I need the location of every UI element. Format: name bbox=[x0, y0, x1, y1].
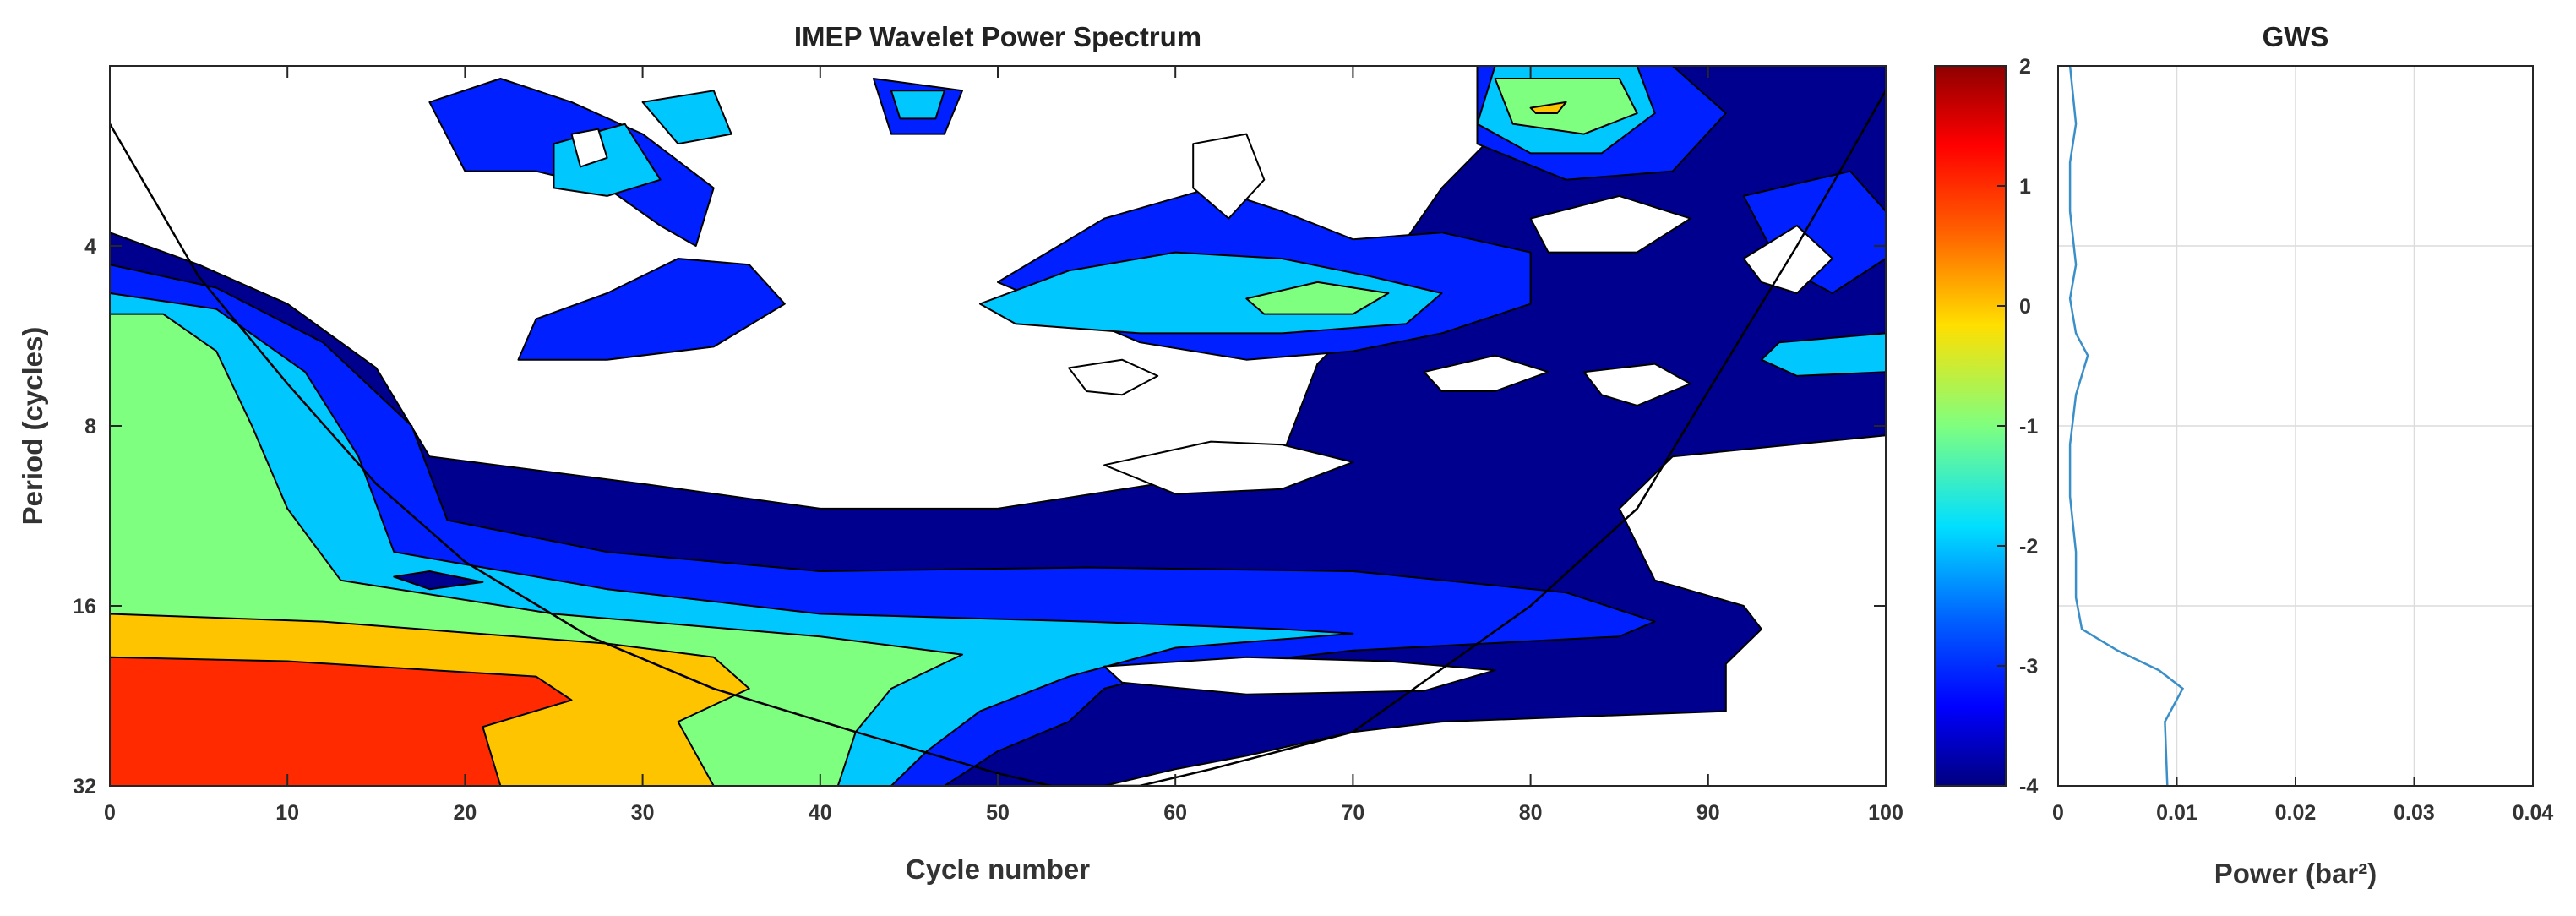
contour-region bbox=[517, 258, 786, 361]
x-tick-label: 70 bbox=[1341, 801, 1364, 825]
contour-region bbox=[570, 128, 608, 168]
gws-x-tick-label: 0.04 bbox=[2513, 801, 2554, 825]
gws-title: GWS bbox=[2263, 21, 2329, 52]
contour-region bbox=[1192, 133, 1266, 220]
colorbar-tick-label: -2 bbox=[2019, 535, 2038, 559]
wavelet-panel: 0 10 20 30 40 50 60 70 80 90 100 4 8 16 32 IMEP Wavel… bbox=[17, 21, 1903, 885]
gws-panel: 0 0.01 0.02 0.03 0.04 GWS Power (bar²) bbox=[2052, 21, 2553, 889]
contour-region bbox=[1529, 194, 1691, 254]
x-tick-label: 30 bbox=[631, 801, 655, 825]
contour-region bbox=[393, 570, 484, 591]
contour-region bbox=[890, 90, 945, 120]
cone-of-influence-line bbox=[110, 90, 1886, 786]
x-tick-label: 0 bbox=[104, 801, 116, 825]
contour-region bbox=[1103, 440, 1354, 495]
x-tick-label: 100 bbox=[1868, 801, 1903, 825]
contour-region bbox=[1494, 78, 1638, 135]
y-tick-label: 16 bbox=[73, 595, 96, 619]
colorbar-bar bbox=[1934, 65, 2007, 787]
gws-x-tick-label: 0 bbox=[2052, 801, 2064, 825]
colorbar-tick-label: 0 bbox=[2019, 295, 2031, 319]
gws-x-axis-label: Power (bar²) bbox=[2214, 858, 2377, 889]
y-tick-label: 4 bbox=[84, 235, 96, 259]
wavelet-x-axis-label: Cycle number bbox=[906, 853, 1090, 885]
colorbar-ticks: -4 -3 -2 -1 0 1 2 bbox=[1997, 55, 2038, 799]
x-tick-label: 60 bbox=[1163, 801, 1187, 825]
colorbar-tick-label: -1 bbox=[2019, 415, 2038, 439]
colorbar-tick-label: 2 bbox=[2019, 55, 2031, 79]
contour-region bbox=[1760, 332, 1886, 377]
gws-x-tick-label: 0.03 bbox=[2394, 801, 2435, 825]
contour-region bbox=[1245, 281, 1390, 315]
colorbar: -4 -3 -2 -1 0 1 2 bbox=[1934, 55, 2038, 799]
colorbar-tick-label: 1 bbox=[2019, 175, 2031, 199]
colorbar-tick-label: -3 bbox=[2019, 655, 2038, 679]
y-tick-label: 8 bbox=[84, 415, 96, 439]
gws-series-line bbox=[2068, 66, 2185, 786]
gws-x-tick-label: 0.01 bbox=[2156, 801, 2197, 825]
wavelet-y-ticks: 4 8 16 32 bbox=[73, 235, 1886, 799]
contour-region bbox=[1103, 656, 1496, 695]
x-tick-label: 90 bbox=[1696, 801, 1720, 825]
contour-region bbox=[110, 656, 573, 786]
wavelet-x-ticks: 0 10 20 30 40 50 60 70 80 90 100 bbox=[104, 66, 1903, 825]
contour-regions bbox=[110, 66, 1886, 786]
x-tick-label: 20 bbox=[453, 801, 477, 825]
contour-region bbox=[1423, 354, 1549, 392]
contour-region bbox=[1582, 363, 1691, 406]
x-tick-label: 40 bbox=[809, 801, 832, 825]
contour-region bbox=[1529, 101, 1567, 114]
y-tick-label: 32 bbox=[73, 775, 96, 799]
contour-region bbox=[641, 90, 732, 145]
contour-region bbox=[1068, 358, 1159, 396]
x-tick-label: 80 bbox=[1519, 801, 1543, 825]
gws-x-ticks: 0 0.01 0.02 0.03 0.04 bbox=[2052, 777, 2553, 825]
wavelet-y-axis-label: Period (cycles) bbox=[17, 327, 48, 526]
gws-x-tick-label: 0.02 bbox=[2275, 801, 2317, 825]
wavelet-title: IMEP Wavelet Power Spectrum bbox=[794, 21, 1201, 52]
x-tick-label: 50 bbox=[986, 801, 1010, 825]
x-tick-label: 10 bbox=[275, 801, 299, 825]
colorbar-tick-label: -4 bbox=[2019, 775, 2038, 799]
